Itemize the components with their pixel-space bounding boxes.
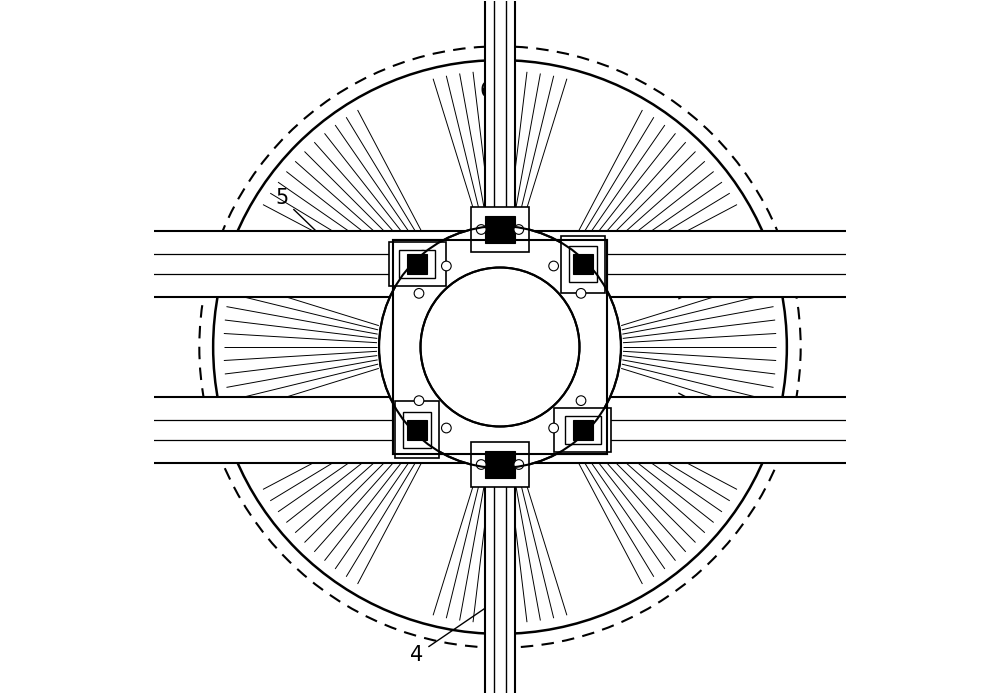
Polygon shape — [569, 246, 597, 282]
Polygon shape — [573, 254, 593, 274]
Circle shape — [549, 423, 558, 433]
Text: 1: 1 — [679, 393, 769, 447]
Polygon shape — [565, 416, 601, 443]
Bar — [471, 442, 529, 487]
Circle shape — [421, 267, 579, 427]
Circle shape — [572, 251, 583, 262]
Bar — [471, 207, 529, 252]
Bar — [393, 240, 607, 454]
Bar — [485, 451, 515, 477]
Circle shape — [576, 396, 586, 405]
Circle shape — [379, 226, 621, 468]
Bar — [154, 397, 846, 463]
Bar — [154, 231, 846, 297]
Circle shape — [572, 432, 583, 443]
Circle shape — [414, 396, 424, 405]
Circle shape — [213, 60, 787, 634]
Polygon shape — [399, 251, 435, 278]
Circle shape — [442, 423, 451, 433]
Circle shape — [417, 432, 428, 443]
Polygon shape — [403, 412, 431, 448]
Text: 4: 4 — [410, 604, 491, 665]
Polygon shape — [573, 420, 593, 440]
Text: 2: 2 — [679, 251, 762, 298]
Polygon shape — [561, 235, 605, 293]
Bar — [485, 217, 515, 243]
Circle shape — [476, 225, 486, 235]
Polygon shape — [389, 242, 446, 286]
Bar — [393, 240, 607, 454]
Circle shape — [549, 261, 558, 271]
Polygon shape — [407, 254, 427, 274]
Text: 6: 6 — [479, 81, 499, 161]
Bar — [485, 1, 515, 693]
Circle shape — [514, 459, 524, 469]
Polygon shape — [395, 401, 439, 459]
Circle shape — [417, 251, 428, 262]
Circle shape — [514, 225, 524, 235]
Circle shape — [476, 459, 486, 469]
Polygon shape — [554, 408, 611, 452]
Circle shape — [576, 289, 586, 298]
Circle shape — [414, 289, 424, 298]
Circle shape — [442, 261, 451, 271]
Text: 5: 5 — [276, 188, 380, 294]
Polygon shape — [407, 420, 427, 440]
